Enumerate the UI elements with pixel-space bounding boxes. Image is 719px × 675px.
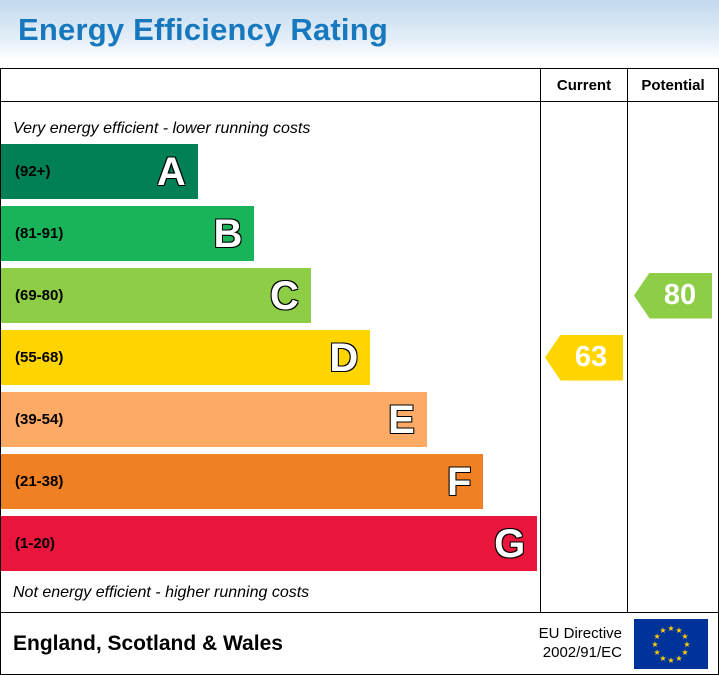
footer: England, Scotland & Wales EU Directive 2…: [0, 613, 719, 675]
band-a-range-label: (92+): [15, 163, 51, 180]
potential-slot-g: [628, 516, 718, 571]
band-c-range-label: (69-80): [15, 287, 64, 304]
potential-slot-a: [628, 144, 718, 199]
current-caption-spacer: [541, 114, 627, 144]
current-slot-e: [541, 392, 627, 447]
eu-directive-label: EU Directive 2002/91/EC: [539, 625, 622, 663]
band-d: (55-68) D: [1, 330, 371, 385]
band-g-range-label: (1-20): [15, 535, 56, 552]
table-header-row: Current Potential: [1, 69, 718, 102]
band-c-letter: C: [270, 273, 299, 318]
potential-slot-e: [628, 392, 718, 447]
bottom-caption: Not energy efficient - higher running co…: [13, 584, 310, 601]
current-column: 63: [540, 102, 627, 612]
svg-text:★: ★: [675, 626, 682, 635]
potential-rating-arrow: 80: [634, 272, 712, 319]
header-chart-cell: [1, 69, 540, 101]
band-e-range-label: (39-54): [15, 411, 64, 428]
band-e-letter: E: [388, 397, 415, 442]
band-e: (39-54) E: [1, 392, 427, 447]
page-title: Energy Efficiency Rating: [18, 12, 389, 47]
band-a-letter: A: [156, 149, 186, 194]
title-bar: Energy Efficiency Rating: [0, 0, 719, 60]
potential-column: 80: [627, 102, 718, 612]
band-a: (92+) A: [1, 144, 198, 199]
potential-caption-spacer: [628, 114, 718, 144]
current-slot-b: [541, 206, 627, 261]
svg-text:★: ★: [654, 632, 661, 641]
band-d-range-label: (55-68): [15, 349, 64, 366]
potential-slot-b: [628, 206, 718, 261]
band-g: (1-20) G: [1, 516, 538, 571]
svg-text:★: ★: [659, 653, 666, 662]
potential-column-header: Potential: [627, 69, 718, 101]
band-f-range-label: (21-38): [15, 473, 64, 490]
current-slot-a: [541, 144, 627, 199]
eu-flag-icon: ★ ★ ★ ★ ★ ★ ★ ★ ★ ★ ★ ★: [634, 618, 708, 669]
current-rating-value: 63: [574, 341, 608, 373]
band-d-letter: D: [329, 335, 359, 380]
current-slot-c: [541, 268, 627, 323]
svg-text:★: ★: [659, 626, 666, 635]
band-f: (21-38) F: [1, 454, 484, 509]
current-rating-arrow: 63: [545, 334, 623, 381]
top-caption: Very energy efficient - lower running co…: [13, 120, 311, 137]
svg-text:★: ★: [651, 640, 658, 649]
band-g-letter: G: [494, 521, 526, 566]
current-slot-d: 63: [541, 330, 627, 385]
current-column-header: Current: [540, 69, 627, 101]
svg-text:★: ★: [675, 653, 682, 662]
svg-text:★: ★: [681, 632, 688, 641]
table-body: Very energy efficient - lower running co…: [1, 102, 718, 612]
svg-text:★: ★: [681, 648, 688, 657]
svg-text:★: ★: [683, 640, 690, 649]
svg-text:★: ★: [654, 648, 661, 657]
current-slot-f: [541, 454, 627, 509]
potential-rating-value: 80: [663, 279, 697, 311]
rating-table: Current Potential Very energy efficient …: [0, 68, 719, 613]
band-f-letter: F: [446, 459, 472, 504]
potential-slot-f: [628, 454, 718, 509]
band-b: (81-91) B: [1, 206, 255, 261]
potential-slot-c: 80: [628, 268, 718, 323]
current-slot-g: [541, 516, 627, 571]
svg-text:★: ★: [667, 624, 674, 633]
band-b-range-label: (81-91): [15, 225, 64, 242]
band-b-letter: B: [213, 211, 243, 256]
eu-directive-line2: 2002/91/EC: [542, 643, 622, 661]
bands-column: Very energy efficient - lower running co…: [1, 102, 540, 612]
band-c: (69-80) C: [1, 268, 311, 323]
title-gap: [0, 60, 719, 68]
svg-text:★: ★: [667, 656, 674, 665]
region-label: England, Scotland & Wales: [13, 631, 283, 655]
eu-directive-line1: EU Directive: [538, 624, 622, 642]
potential-slot-d: [628, 330, 718, 385]
